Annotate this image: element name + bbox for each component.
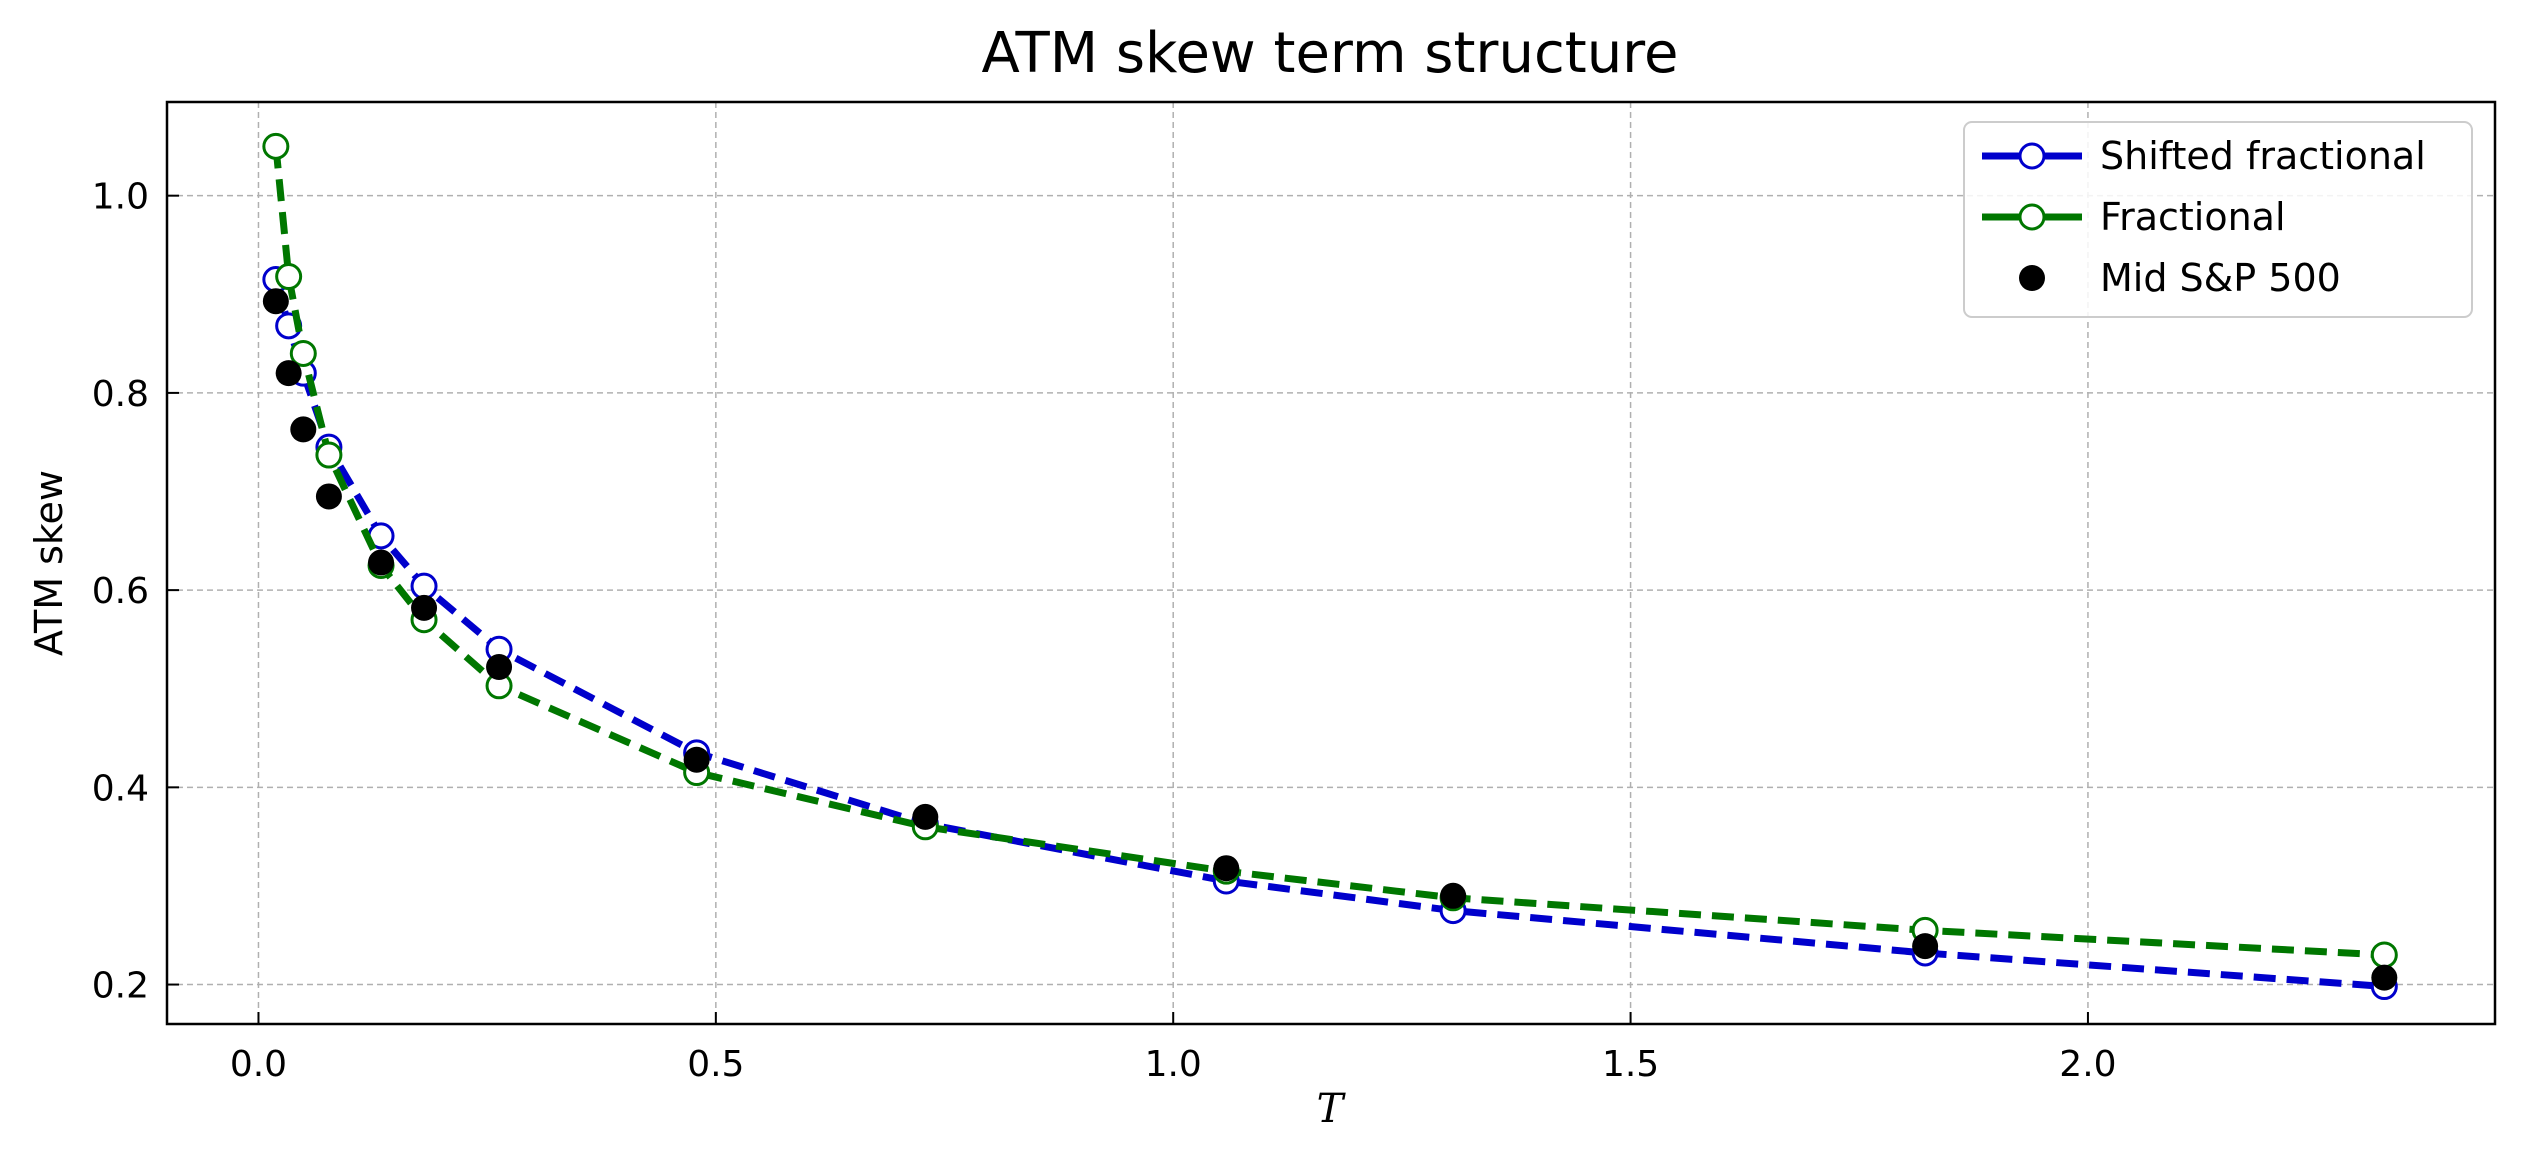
y-tick-label: 1.0: [92, 177, 149, 218]
data-point: [2370, 941, 2398, 969]
legend-box: [1963, 121, 2473, 318]
legend-marker: [2019, 265, 2045, 291]
legend-label: Fractional: [2100, 195, 2286, 239]
axes-frame: [165, 100, 2497, 1026]
data-point: [410, 572, 438, 600]
series-2: [262, 288, 2398, 991]
data-point: [411, 594, 438, 621]
legend-entry: Fractional: [1982, 195, 2286, 239]
x-tick-label: 1.5: [1602, 1044, 1659, 1085]
legend-entry: Mid S&P 500: [2019, 256, 2341, 300]
legend: Shifted fractional Fractional Mid S&P 500: [1963, 121, 2473, 318]
x-tick-label: 2.0: [2059, 1044, 2116, 1085]
series-0: [262, 265, 2398, 1001]
data-point: [275, 360, 302, 387]
data-point: [1912, 933, 1939, 960]
data-point: [486, 654, 513, 681]
chart-title: ATM skew term structure: [982, 21, 1679, 86]
data-point: [315, 483, 342, 510]
y-tick-label: 0.6: [92, 571, 149, 612]
plot-area: [262, 132, 2398, 1001]
y-tick-label: 0.4: [92, 768, 149, 809]
data-point: [368, 549, 395, 576]
axis-ticks: 0.0 0.5 1.0 1.5 2.0 0.2 0.4 0.6 0.8 1.0: [92, 177, 2117, 1085]
x-tick-label: 1.0: [1145, 1044, 1202, 1085]
data-point: [912, 803, 939, 830]
data-point: [262, 288, 289, 315]
legend-marker: [2018, 142, 2046, 170]
x-tick-label: 0.0: [230, 1044, 287, 1085]
y-axis-label: ATM skew: [27, 470, 71, 656]
legend-entry: Shifted fractional: [1982, 134, 2426, 178]
data-point: [1213, 855, 1240, 882]
x-tick-label: 0.5: [687, 1044, 744, 1085]
data-point: [262, 132, 290, 160]
data-point: [289, 339, 317, 367]
data-point: [315, 441, 343, 469]
data-point: [1440, 882, 1467, 909]
y-tick-label: 0.8: [92, 374, 149, 415]
y-tick-label: 0.2: [92, 966, 149, 1007]
data-point: [683, 746, 710, 773]
data-point: [290, 416, 317, 443]
legend-label: Shifted fractional: [2100, 134, 2426, 178]
legend-marker: [2018, 203, 2046, 231]
legend-label: Mid S&P 500: [2100, 256, 2341, 300]
x-axis-label: T: [1317, 1086, 1347, 1132]
data-point: [2371, 964, 2398, 991]
data-point: [275, 263, 303, 291]
